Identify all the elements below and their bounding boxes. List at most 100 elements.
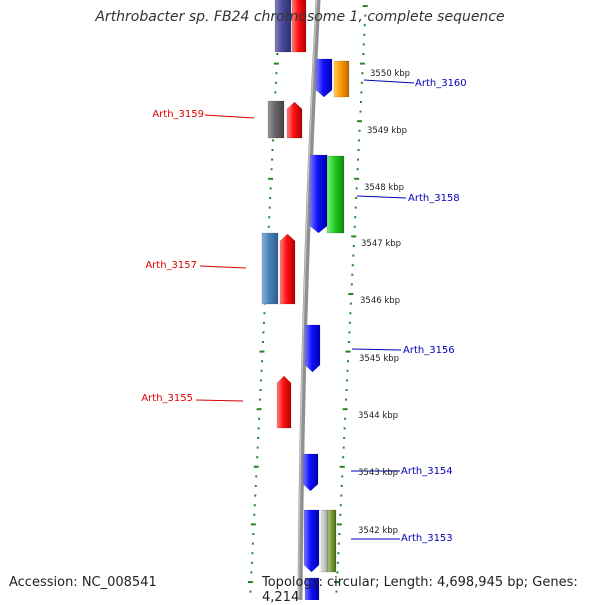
scale-tick (355, 197, 358, 199)
scale-tick (268, 206, 271, 209)
scale-tick (257, 427, 260, 430)
scale-tick (260, 369, 263, 372)
kbp-label: 3542 kbp (358, 526, 398, 536)
scale-tick (253, 465, 259, 468)
scale-tick (336, 571, 339, 574)
kbp-label: 3550 kbp (370, 69, 410, 79)
scale-tick (274, 91, 277, 94)
scale-tick (259, 350, 265, 353)
label-leader-line (204, 114, 255, 119)
scale-tick (273, 62, 279, 65)
scale-tick (354, 177, 360, 180)
scale-tick (269, 197, 272, 199)
gene-feature-arth-3155[interactable] (276, 375, 292, 429)
gene-feature-arth-3157[interactable] (279, 233, 296, 305)
scale-tick (363, 24, 366, 27)
scale-tick (359, 101, 362, 103)
scale-tick (353, 225, 356, 228)
scale-tick (360, 91, 363, 94)
scale-tick (251, 542, 254, 545)
scale-tick (339, 465, 345, 468)
scale-tick (267, 225, 270, 228)
scale-tick (276, 53, 279, 55)
scale-tick (362, 5, 368, 7)
scale-tick (345, 350, 351, 353)
scale-tick (354, 216, 357, 219)
scale-tick (347, 341, 350, 343)
gene-feature-arth-3154[interactable] (302, 453, 319, 492)
gene-feature-silver[interactable] (320, 509, 329, 573)
gene-feature-navy[interactable] (274, 0, 292, 53)
scale-tick (346, 360, 349, 363)
map-title: Arthrobacter sp. FB24 chromosome 1, comp… (95, 9, 505, 25)
scale-tick (346, 379, 349, 382)
scale-tick (343, 427, 346, 430)
scale-tick (341, 475, 344, 478)
scale-tick (337, 552, 340, 555)
scale-tick (352, 254, 355, 257)
scale-tick (253, 504, 256, 507)
scale-tick (343, 437, 346, 439)
gene-feature-arth-3158[interactable] (326, 155, 345, 234)
scale-tick (268, 177, 274, 180)
scale-tick (335, 590, 338, 593)
scale-tick (339, 504, 342, 507)
gene-feature-orange[interactable] (333, 60, 350, 98)
gene-feature-red[interactable] (291, 0, 307, 53)
scale-tick (349, 312, 352, 315)
scale-tick (272, 139, 275, 142)
gene-label-arth-3157[interactable]: Arth_3157 (145, 260, 197, 271)
scale-tick (259, 389, 262, 391)
accession-label: Accession: NC_008541 (9, 575, 157, 590)
scale-tick (354, 206, 357, 209)
gene-label-arth-3160[interactable]: Arth_3160 (415, 78, 467, 89)
gene-feature-olive[interactable] (327, 509, 337, 573)
gene-feature-arth-3156[interactable] (304, 324, 321, 373)
scale-tick (253, 513, 256, 516)
gene-label-arth-3153[interactable]: Arth_3153 (401, 533, 453, 544)
gene-label-arth-3156[interactable]: Arth_3156 (403, 345, 455, 356)
scale-tick (358, 139, 361, 142)
gene-label-arth-3155[interactable]: Arth_3155 (141, 393, 193, 404)
scale-tick (271, 158, 274, 161)
gene-feature-arth-3159[interactable] (286, 101, 303, 139)
scale-tick (247, 581, 253, 583)
scale-tick (254, 494, 257, 497)
gene-label-arth-3159[interactable]: Arth_3159 (152, 109, 204, 120)
label-leader-line (195, 399, 244, 402)
scale-tick (270, 168, 273, 171)
label-leader-line (199, 265, 247, 269)
scale-tick (350, 283, 353, 286)
scale-tick (342, 408, 348, 411)
gene-feature-arth-3153[interactable] (303, 509, 320, 573)
scale-tick (262, 321, 265, 324)
kbp-label: 3548 kbp (364, 183, 404, 193)
gene-feature-blue[interactable] (309, 154, 328, 234)
scale-tick (262, 331, 265, 334)
right-tick-column (333, 5, 368, 593)
scale-tick (359, 110, 362, 113)
scale-tick (251, 552, 254, 555)
scale-tick (269, 187, 272, 190)
scale-tick (357, 149, 360, 151)
scale-tick (333, 581, 339, 583)
gene-features (261, 0, 350, 601)
scale-tick (342, 456, 345, 459)
scale-tick (351, 273, 354, 276)
genome-backbone (297, 0, 321, 601)
scale-tick (349, 302, 352, 305)
scale-tick (351, 264, 354, 267)
kbp-label: 3543 kbp (358, 468, 398, 478)
gene-feature-gray[interactable] (267, 100, 285, 139)
scale-tick (256, 408, 262, 411)
scale-tick (336, 561, 339, 564)
gene-label-arth-3154[interactable]: Arth_3154 (401, 466, 453, 477)
gene-label-arth-3158[interactable]: Arth_3158 (408, 193, 460, 204)
scale-tick (357, 158, 360, 161)
gene-feature-blue[interactable] (315, 58, 333, 98)
scale-tick (345, 398, 348, 401)
gene-feature-steel[interactable] (261, 232, 279, 305)
gene-labels: Arth_3159 Arth_3157 Arth_3155 Arth_3160 Arth… (141, 78, 466, 544)
